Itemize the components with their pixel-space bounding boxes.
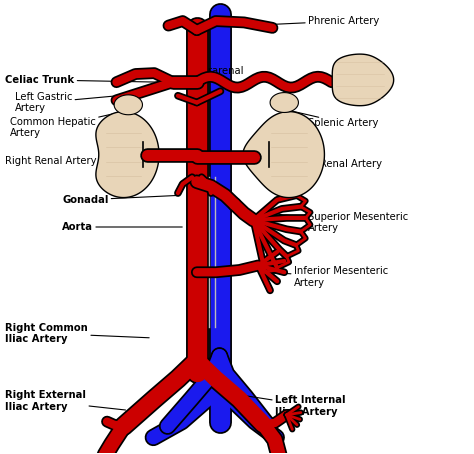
Text: Left Renal Artery: Left Renal Artery [283,157,383,168]
Text: Phrenic Artery: Phrenic Artery [249,16,379,26]
Text: Inferior Mesenteric
Artery: Inferior Mesenteric Artery [268,266,388,287]
Text: Splenic Artery: Splenic Artery [287,110,378,128]
Polygon shape [243,112,324,197]
Polygon shape [96,112,159,197]
Text: Aorta: Aorta [62,222,182,232]
Text: Common Hepatic
Artery: Common Hepatic Artery [10,110,130,138]
Text: Celiac Trunk: Celiac Trunk [5,75,159,85]
Text: Suprarenal: Suprarenal [190,66,244,76]
Polygon shape [270,93,299,113]
Text: Right Renal Artery: Right Renal Artery [5,155,116,166]
Text: Right External
Iliac Artery: Right External Iliac Artery [5,390,126,412]
Text: Superior Mesenteric
Artery: Superior Mesenteric Artery [273,212,408,233]
Text: Right Common
Iliac Artery: Right Common Iliac Artery [5,322,149,344]
Polygon shape [114,95,143,115]
Text: Gonadal: Gonadal [62,195,177,205]
Text: Left Internal
Iliac Artery: Left Internal Iliac Artery [240,395,345,417]
Text: Spleen: Spleen [334,77,375,87]
Text: Left Gastric
Artery: Left Gastric Artery [15,92,140,114]
Polygon shape [332,54,394,106]
